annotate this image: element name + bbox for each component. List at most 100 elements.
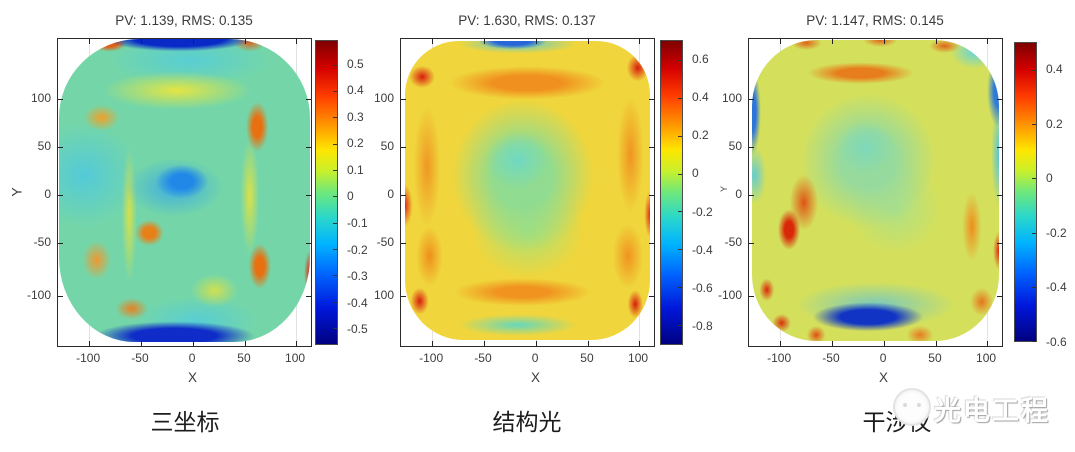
y-tick-label: -100 bbox=[717, 287, 742, 302]
axis-tick-mark bbox=[58, 147, 63, 149]
x-tick-label: 50 bbox=[237, 351, 251, 365]
colorbar-tick-mark bbox=[1032, 178, 1036, 180]
y-tick-label: 0 bbox=[44, 186, 51, 201]
axis-tick-mark bbox=[306, 194, 311, 196]
axis-tick-mark bbox=[987, 341, 989, 346]
colorbar-tick-mark bbox=[333, 64, 337, 66]
axis-tick-mark bbox=[193, 341, 195, 346]
colorbar-tick-label: 0.4 bbox=[692, 90, 709, 105]
y-axis-label: Y bbox=[719, 185, 730, 193]
colorbar-tick-mark bbox=[333, 91, 337, 93]
colorbar-tick-mark bbox=[1032, 232, 1036, 234]
colorbar-tick-label: -0.4 bbox=[1046, 280, 1067, 295]
colorbar-tick-mark bbox=[678, 59, 682, 61]
axis-tick-mark bbox=[935, 39, 937, 44]
colorbar-tick-mark bbox=[678, 249, 682, 251]
x-tick-label: 100 bbox=[285, 351, 306, 365]
x-tick-label: -100 bbox=[76, 351, 101, 365]
jet-colormap-gradient bbox=[1015, 43, 1036, 341]
x-tick-label: -100 bbox=[767, 351, 792, 365]
colorbar-tick-label: 0.2 bbox=[347, 136, 364, 151]
axis-tick-mark bbox=[140, 341, 142, 346]
axis-tick-mark bbox=[987, 39, 989, 44]
colorbar-tick-label: 0.2 bbox=[692, 128, 709, 143]
y-tick-label: 50 bbox=[728, 139, 742, 154]
colorbar-tick-label: -0.5 bbox=[347, 322, 368, 337]
x-tick-label: 50 bbox=[928, 351, 942, 365]
colorbar-tick-mark bbox=[333, 222, 337, 224]
axis-tick-mark bbox=[649, 147, 654, 149]
axis-tick-mark bbox=[649, 295, 654, 297]
colorbar-tick-label: 0.4 bbox=[347, 83, 364, 98]
colorbar-tick-mark bbox=[333, 275, 337, 277]
axis-tick-mark bbox=[639, 39, 641, 44]
colorbar-tick-label: 0.2 bbox=[1046, 116, 1063, 131]
axis-tick-mark bbox=[306, 98, 311, 100]
y-tick-label: 100 bbox=[30, 90, 51, 105]
colorbar-ticks: 0.5 0.4 0.3 0.2 0.1 0 -0.1 -0.2 -0.3 -0.4 -0.5 bbox=[342, 40, 388, 345]
x-tick-label: 50 bbox=[580, 351, 594, 365]
y-tick-label: 50 bbox=[37, 139, 51, 154]
axis-tick-mark bbox=[997, 98, 1002, 100]
axis-tick-mark bbox=[140, 39, 142, 44]
x-tick-label: 100 bbox=[628, 351, 649, 365]
x-tick-label: 0 bbox=[188, 351, 196, 365]
axis-tick-mark bbox=[58, 194, 63, 196]
axis-tick-mark bbox=[306, 147, 311, 149]
colorbar-tick-label: -0.6 bbox=[1046, 335, 1067, 349]
colorbar-tick-mark bbox=[1032, 70, 1036, 72]
panel-cmm: PV: 1.139, RMS: 0.135 100 50 0 -50 -100 Y -1… bbox=[0, 0, 368, 452]
colorbar bbox=[660, 40, 683, 345]
axis-tick-mark bbox=[401, 98, 406, 100]
colorbar-tick-label: 0.4 bbox=[1046, 62, 1063, 77]
x-tick-label: 0 bbox=[531, 351, 539, 365]
y-tick-label: 100 bbox=[373, 90, 394, 105]
colorbar-tick-mark bbox=[678, 97, 682, 99]
colorbar-tick-mark bbox=[333, 328, 337, 330]
axis-tick-mark bbox=[483, 341, 485, 346]
colorbar-tick-mark bbox=[333, 117, 337, 119]
axis-tick-mark bbox=[884, 39, 886, 44]
axis-tick-mark bbox=[587, 39, 589, 44]
colorbar bbox=[315, 40, 338, 345]
heatmap-surface bbox=[405, 41, 650, 340]
axis-tick-mark bbox=[306, 295, 311, 297]
colorbar-tick-mark bbox=[678, 325, 682, 327]
colorbar-tick-label: 0.3 bbox=[347, 109, 364, 124]
y-tick-label: -50 bbox=[724, 234, 742, 249]
y-tick-label: -50 bbox=[33, 234, 51, 249]
panel-structured-light: PV: 1.630, RMS: 0.137 100 50 0 -50 100 -100-… bbox=[343, 0, 713, 452]
axis-tick-mark bbox=[401, 242, 406, 244]
axis-tick-mark bbox=[296, 341, 298, 346]
axis-tick-mark bbox=[536, 341, 538, 346]
axis-tick-mark bbox=[432, 341, 434, 346]
axis-tick-mark bbox=[831, 341, 833, 346]
axis-tick-mark bbox=[536, 39, 538, 44]
axis-tick-mark bbox=[997, 194, 1002, 196]
axis-tick-mark bbox=[89, 341, 91, 346]
x-axis-label: X bbox=[530, 370, 540, 385]
axis-tick-mark bbox=[58, 295, 63, 297]
colorbar-ticks: 0.6 0.4 0.2 0 -0.2 -0.4 -0.6 -0.8 bbox=[687, 40, 733, 345]
colorbar-tick-mark bbox=[678, 173, 682, 175]
colorbar-tick-label: -0.4 bbox=[347, 295, 368, 310]
axis-tick-mark bbox=[432, 39, 434, 44]
x-axis-label: X bbox=[878, 370, 888, 385]
axis-tick-mark bbox=[749, 242, 754, 244]
axis-tick-mark bbox=[639, 341, 641, 346]
axis-tick-mark bbox=[780, 39, 782, 44]
axis-tick-mark bbox=[997, 295, 1002, 297]
axis-tick-mark bbox=[58, 98, 63, 100]
y-tick-label: -100 bbox=[26, 287, 51, 302]
axis-tick-mark bbox=[749, 194, 754, 196]
axis-tick-mark bbox=[780, 341, 782, 346]
colorbar-tick-mark bbox=[1032, 286, 1036, 288]
axis-tick-mark bbox=[587, 341, 589, 346]
colorbar-tick-label: 0 bbox=[1046, 171, 1053, 186]
axis-tick-mark bbox=[401, 295, 406, 297]
x-axis-ticks: -100 -50 0 50 100 bbox=[748, 351, 1001, 367]
x-tick-label: -50 bbox=[474, 351, 492, 365]
colorbar-tick-label: -0.2 bbox=[692, 204, 713, 219]
axis-tick-mark bbox=[401, 194, 406, 196]
